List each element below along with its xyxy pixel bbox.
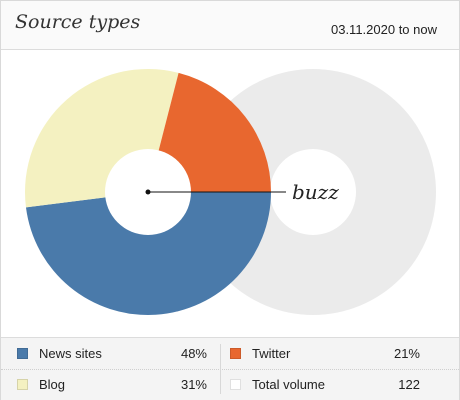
legend-value: 48% [180, 346, 207, 361]
total-volume-ring-hole [270, 149, 356, 235]
widget-title: Source types [15, 11, 141, 33]
legend-item-blog[interactable]: Blog 31% [17, 369, 207, 400]
widget-header: Source types 03.11.2020 to now [1, 1, 459, 50]
legend-divider [220, 344, 221, 394]
legend-swatch-twitter [230, 348, 241, 359]
legend-swatch-blog [17, 379, 28, 390]
legend-item-twitter[interactable]: Twitter 21% [230, 338, 420, 369]
legend-label: Total volume [252, 377, 325, 392]
legend-value: 122 [398, 377, 420, 392]
legend-label: Twitter [252, 346, 291, 361]
legend-swatch-total-volume [230, 379, 241, 390]
legend-row: Blog 31% Total volume 122 [1, 369, 459, 400]
legend-value: 21% [393, 346, 420, 361]
buzz-pointer-dot [145, 189, 151, 195]
date-range: 03.11.2020 to now [330, 22, 437, 37]
legend-item-total-volume[interactable]: Total volume 122 [230, 369, 420, 400]
source-types-donut-chart: buzz [24, 69, 436, 315]
buzz-label: buzz [292, 180, 339, 204]
legend-label: News sites [39, 346, 102, 361]
legend-label: Blog [39, 377, 66, 392]
legend-value: 31% [180, 377, 207, 392]
legend: News sites 48% Twitter 21% Blog 31% Tota… [1, 337, 459, 400]
legend-row: News sites 48% Twitter 21% [1, 338, 459, 370]
pie-slice-news-sites[interactable] [25, 192, 271, 315]
legend-item-news-sites[interactable]: News sites 48% [17, 338, 207, 369]
legend-swatch-news-sites [17, 348, 28, 359]
